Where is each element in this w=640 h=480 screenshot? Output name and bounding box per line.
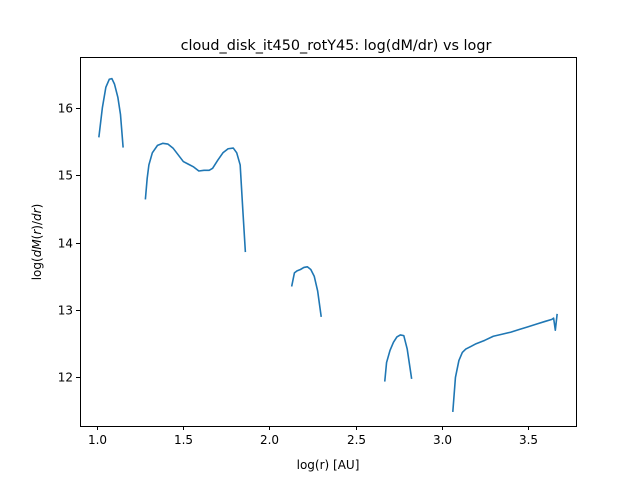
x-tick-label: 1.0 (88, 433, 107, 447)
y-tick-label: 15 (58, 169, 73, 183)
x-axis-label: log(r) [AU] (297, 458, 360, 472)
y-axis: 12 13 14 15 16 (58, 102, 80, 385)
y-axis-label-part: dr (30, 207, 44, 221)
y-axis-label-part: ) (30, 204, 44, 209)
x-tick-label: 2.5 (347, 433, 366, 447)
y-axis-label-part: log( (30, 257, 44, 280)
y-tick-label: 14 (58, 237, 73, 251)
x-tick-label: 3.0 (433, 433, 452, 447)
x-axis: 1.0 1.5 2.0 2.5 3.0 3.5 (88, 426, 538, 447)
y-tick-label: 13 (58, 304, 73, 318)
series-layer (98, 77, 558, 413)
x-tick-label: 3.5 (519, 433, 538, 447)
x-tick-label: 2.0 (260, 433, 279, 447)
y-tick-label: 12 (58, 371, 73, 385)
y-tick-label: 16 (58, 102, 73, 116)
x-tick-label: 1.5 (174, 433, 193, 447)
y-axis-label-part: dM (30, 239, 44, 258)
series-line-segment (452, 313, 558, 413)
y-axis-label-part: )/ (30, 220, 44, 230)
series-line-segment (290, 266, 323, 317)
chart-title: cloud_disk_it450_rotY45: log(dM/dr) vs l… (181, 38, 492, 54)
y-axis-label-part: ( (30, 235, 44, 240)
y-axis-label-part: r (30, 229, 44, 235)
series-line-segment (383, 334, 413, 382)
plot-frame (80, 57, 577, 427)
series-line-segment (144, 142, 247, 253)
y-axis-label: log(dM(r)/dr) (30, 204, 44, 281)
series-line-segment (98, 77, 124, 148)
